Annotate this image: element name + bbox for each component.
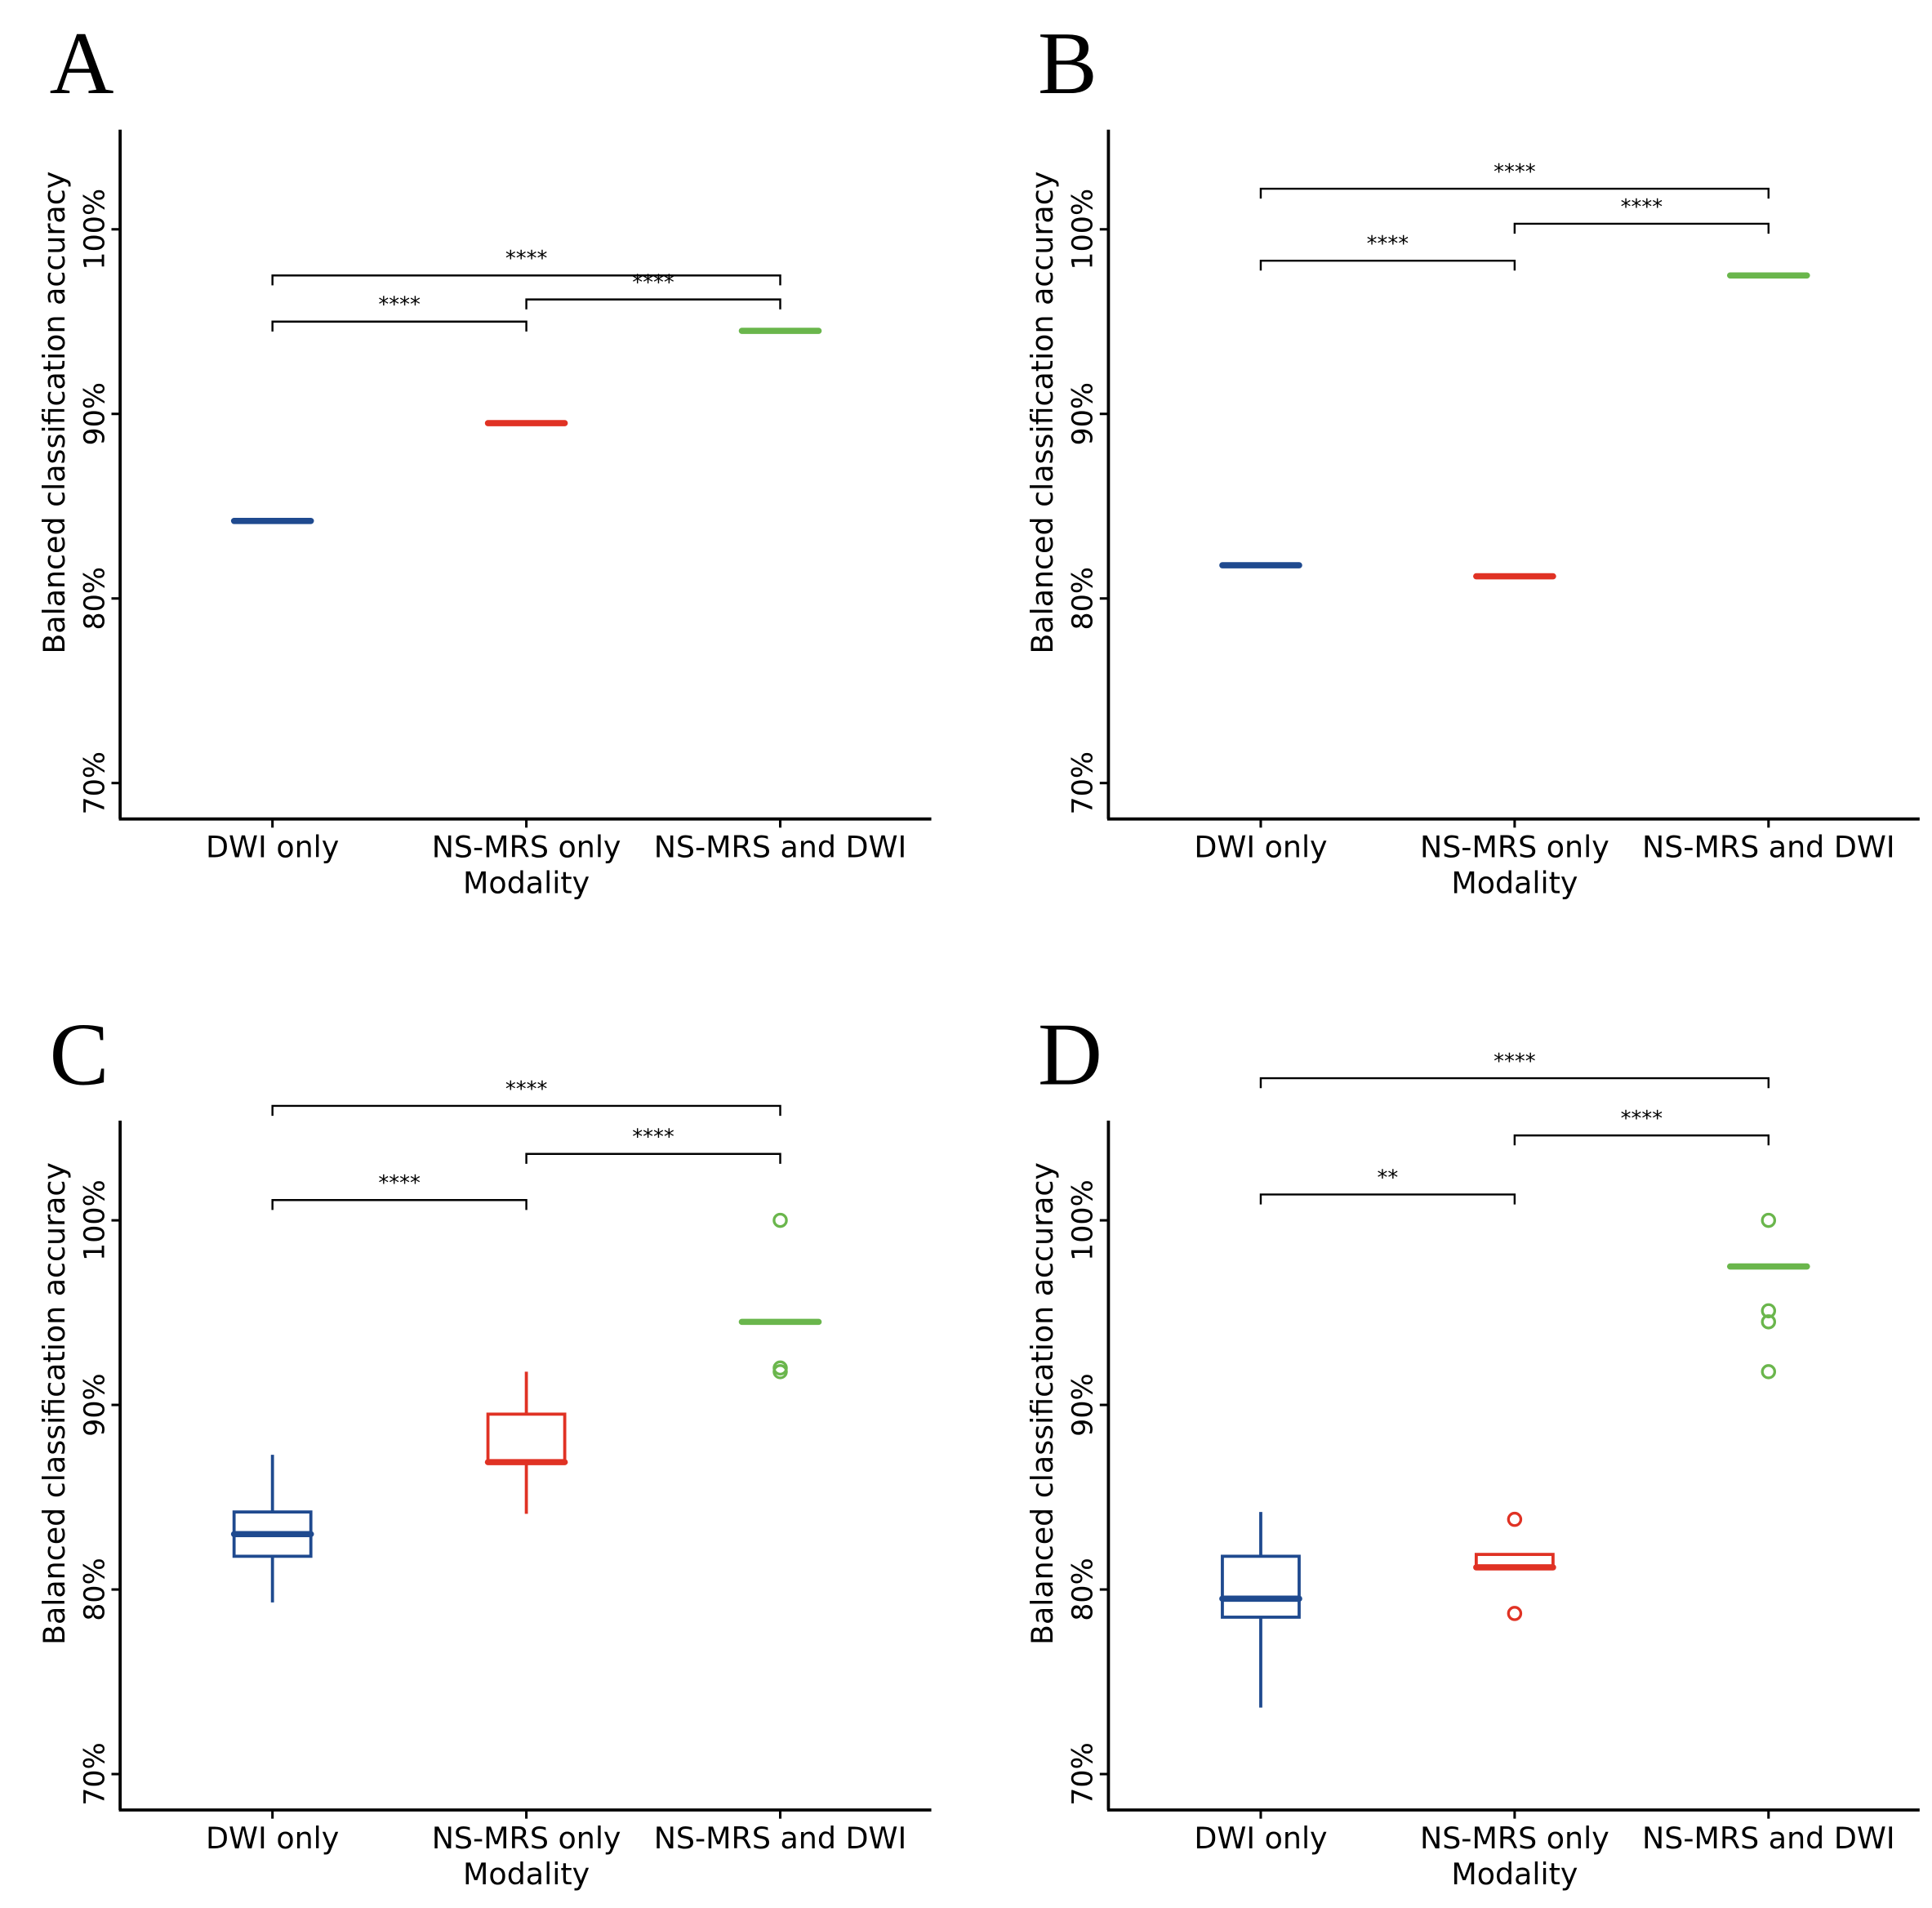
x-tick-label: NS-MRS and DWI xyxy=(1642,1821,1895,1856)
y-tick-label: 80% xyxy=(78,567,111,631)
significance-label: **** xyxy=(632,270,674,295)
panel-label: A xyxy=(50,14,114,113)
significance-bracket xyxy=(1513,1134,1770,1146)
significance-label: **** xyxy=(378,293,421,318)
outlier-point xyxy=(1761,1314,1777,1330)
outlier-point xyxy=(772,1364,788,1380)
panel-B: B 70% 80% 90% 100%Balanced classification ac… xyxy=(1025,14,1920,901)
significance-label: **** xyxy=(632,1126,674,1150)
y-tick-label: 90% xyxy=(1067,1373,1100,1437)
x-tick-label: DWI only xyxy=(1194,1821,1327,1856)
significance-bracket xyxy=(1259,1193,1516,1205)
significance-bracket xyxy=(271,320,528,332)
outlier-point xyxy=(1761,1364,1777,1380)
significance-bracket xyxy=(1259,1077,1770,1089)
x-tick-label: DWI only xyxy=(206,1821,339,1856)
significance-label: **** xyxy=(1621,1107,1663,1131)
y-tick-label: 70% xyxy=(78,1742,111,1806)
panel-label: C xyxy=(50,1005,109,1103)
x-tick-label: NS-MRS and DWI xyxy=(654,830,907,865)
y-tick-label: 100% xyxy=(1067,189,1100,270)
outlier-point xyxy=(1507,1511,1523,1527)
significance-bracket xyxy=(1513,222,1770,234)
y-axis-title: Balanced classification accuracy xyxy=(37,1162,72,1645)
y-tick-label: 100% xyxy=(78,1179,111,1261)
outlier-point xyxy=(1761,1212,1777,1228)
x-tick-label: DWI only xyxy=(206,830,339,865)
x-axis-title: Modality xyxy=(463,1857,590,1892)
significance-label: **** xyxy=(1367,232,1409,256)
significance-label: **** xyxy=(378,1171,421,1196)
x-tick-label: NS-MRS only xyxy=(1420,830,1609,865)
significance-label: **** xyxy=(1494,160,1536,185)
x-axis-title: Modality xyxy=(463,866,590,901)
outlier-point xyxy=(1507,1606,1523,1621)
significance-bracket xyxy=(271,274,781,286)
y-tick-label: 90% xyxy=(1067,382,1100,446)
panel-label: B xyxy=(1038,14,1097,113)
y-tick-label: 70% xyxy=(1067,751,1100,815)
significance-label: **** xyxy=(1494,1050,1536,1074)
significance-bracket xyxy=(1259,259,1516,271)
panel-A: A 70% 80% 90% 100%Balanced classification ac… xyxy=(37,14,932,901)
significance-bracket xyxy=(271,1199,528,1210)
outlier-point xyxy=(772,1212,788,1228)
y-tick-label: 80% xyxy=(78,1558,111,1621)
y-axis-title: Balanced classification accuracy xyxy=(37,172,72,654)
significance-bracket xyxy=(525,298,781,310)
significance-bracket xyxy=(525,1152,781,1164)
significance-label: **** xyxy=(1621,195,1663,220)
y-tick-label: 70% xyxy=(1067,1742,1100,1806)
x-axis-title: Modality xyxy=(1451,1857,1578,1892)
y-tick-label: 90% xyxy=(78,382,111,446)
y-axis-title: Balanced classification accuracy xyxy=(1025,1162,1060,1645)
box xyxy=(1221,1554,1301,1619)
x-tick-label: NS-MRS only xyxy=(432,1821,621,1856)
significance-bracket xyxy=(271,1104,781,1117)
panel-D: D 70% 80% 90% 100%Balanced classification ac… xyxy=(1025,1005,1920,1892)
y-tick-label: 80% xyxy=(1067,567,1100,631)
y-axis-title: Balanced classification accuracy xyxy=(1025,172,1060,654)
y-tick-label: 70% xyxy=(78,751,111,815)
x-tick-label: NS-MRS and DWI xyxy=(654,1821,907,1856)
y-tick-label: 80% xyxy=(1067,1558,1100,1621)
y-tick-label: 100% xyxy=(1067,1179,1100,1261)
x-axis-title: Modality xyxy=(1451,866,1578,901)
x-tick-label: NS-MRS only xyxy=(432,830,621,865)
panel-label: D xyxy=(1038,1005,1102,1103)
box xyxy=(486,1412,567,1464)
x-tick-label: NS-MRS only xyxy=(1420,1821,1609,1856)
significance-label: ** xyxy=(1378,1166,1399,1190)
y-tick-label: 90% xyxy=(78,1373,111,1437)
significance-label: **** xyxy=(505,247,548,271)
significance-label: **** xyxy=(505,1077,548,1102)
y-tick-label: 100% xyxy=(78,189,111,270)
x-tick-label: DWI only xyxy=(1194,830,1327,865)
panel-C: C 70% 80% 90% 100%Balanced classification ac… xyxy=(37,1005,932,1892)
significance-bracket xyxy=(1259,187,1770,199)
x-tick-label: NS-MRS and DWI xyxy=(1642,830,1895,865)
